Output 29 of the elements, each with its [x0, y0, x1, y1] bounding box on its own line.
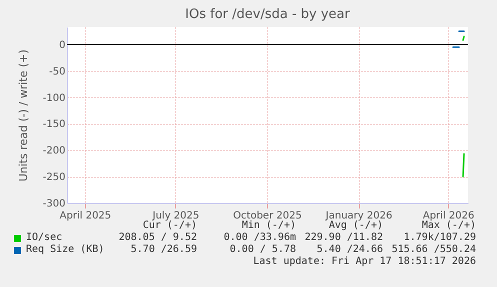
text: 229.90 /11.82	[304, 232, 383, 243]
x-tick-label: July 2025	[152, 210, 200, 222]
y-tick-label: -100	[42, 92, 66, 104]
y-tick-label: -250	[42, 172, 66, 184]
x-tick-label: October 2025	[233, 210, 302, 222]
text: Cur (-/+)	[142, 220, 197, 231]
y-tick-label: -150	[42, 119, 66, 130]
y-tick-label: -300	[42, 198, 66, 210]
text: 208.05 / 9.52	[118, 232, 197, 243]
legend-label: IO/sec	[26, 232, 62, 243]
x-tick-label: April 2025	[60, 210, 112, 222]
text: Last update: Fri Apr 17 18:51:17 2026	[253, 256, 476, 267]
x-tick-label: January 2026	[324, 210, 392, 222]
text: 0.00 / 5.78	[230, 244, 296, 255]
y-tick-label: -50	[49, 66, 66, 78]
x-tick-label: April 2026	[422, 210, 474, 222]
text: 0.00 /33.96m	[224, 232, 296, 243]
text: 5.40 /24.66	[316, 244, 383, 255]
legend-label: Req Size (KB)	[26, 244, 104, 255]
y-tick-label: 0	[59, 40, 66, 51]
y-tick-label: -200	[42, 146, 66, 157]
chart-title: IOs for /dev/sda - by year	[185, 7, 351, 22]
text: Min (-/+)	[242, 220, 296, 231]
text: 1.79k/107.29	[404, 232, 476, 243]
text: 515.66 /550.24	[392, 244, 476, 255]
text: 5.70 /26.59	[130, 244, 197, 255]
text: Max (-/+)	[422, 220, 476, 231]
text: Avg (-/+)	[328, 220, 383, 231]
y-axis-title: Units read (-) / write (+)	[16, 49, 30, 182]
